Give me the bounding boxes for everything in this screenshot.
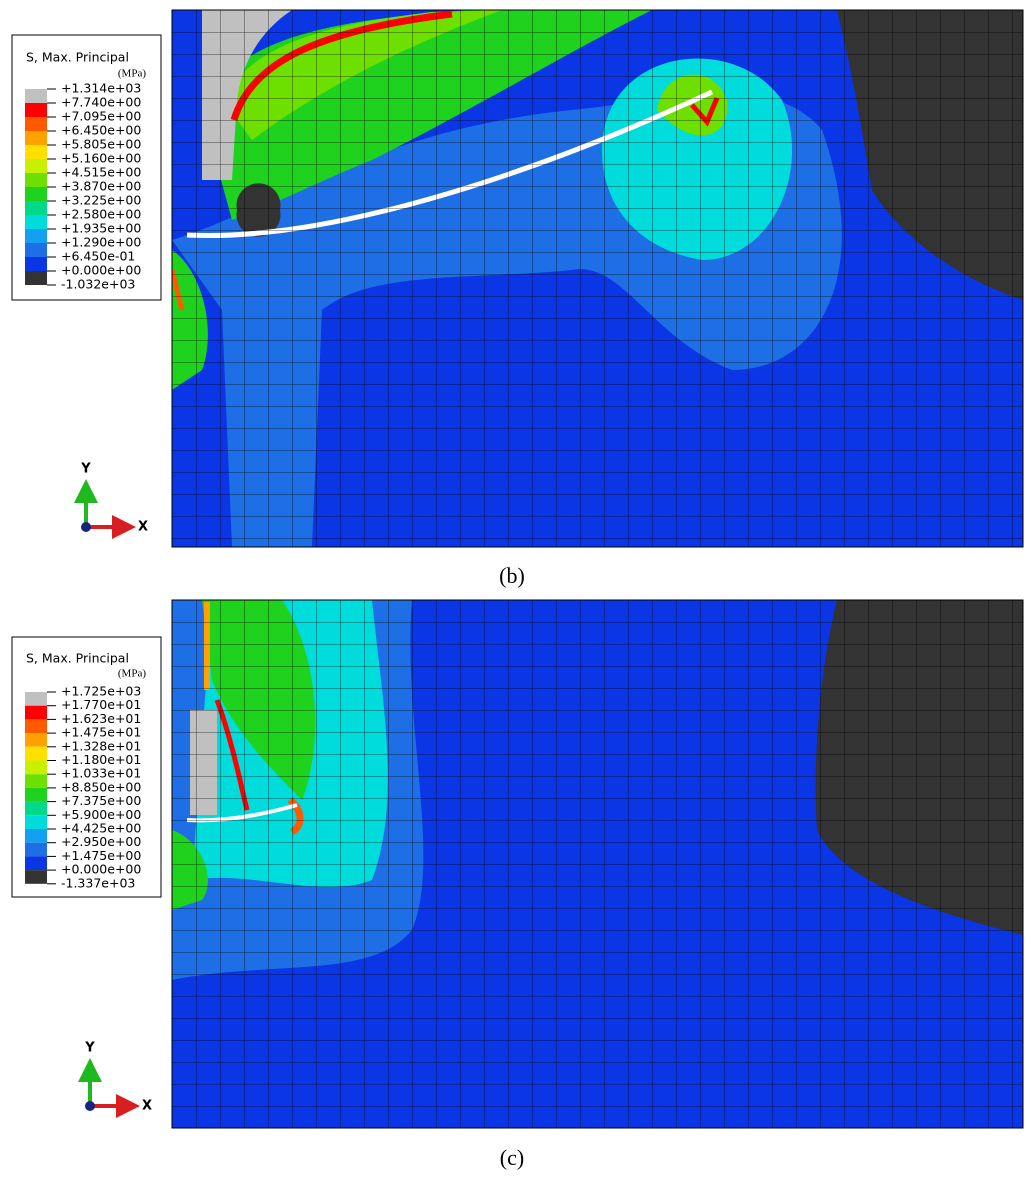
mesh <box>172 10 1023 547</box>
legend-swatch <box>25 159 47 173</box>
panel-caption: (b) <box>499 563 525 588</box>
legend-label: +4.515e+00 <box>61 165 141 180</box>
legend-swatch <box>25 706 47 720</box>
legend-swatch <box>25 747 47 761</box>
legend-swatch <box>25 719 47 733</box>
legend-label: +3.870e+00 <box>61 179 141 194</box>
legend-swatch <box>25 131 47 145</box>
legend-label: +0.000e+00 <box>61 263 141 278</box>
legend-swatch <box>25 761 47 775</box>
legend-swatch <box>25 201 47 215</box>
legend-label: +1.935e+00 <box>61 221 141 236</box>
legend-label: +1.314e+03 <box>61 81 141 96</box>
legend-swatch <box>25 788 47 802</box>
legend-swatch <box>25 271 47 285</box>
legend-swatch <box>25 733 47 747</box>
legend-unit: (MPa) <box>118 668 146 680</box>
legend-swatch <box>25 856 47 870</box>
legend-swatch <box>25 692 47 706</box>
legend-label: +5.805e+00 <box>61 137 141 152</box>
legend-label: +5.160e+00 <box>61 151 141 166</box>
legend-label: +3.225e+00 <box>61 193 141 208</box>
legend-swatch <box>25 117 47 131</box>
legend-swatch <box>25 829 47 843</box>
legend-label: +1.290e+00 <box>61 235 141 250</box>
contour-layer <box>172 600 1023 1128</box>
legend-label: +6.450e+00 <box>61 123 141 138</box>
panel-caption: (c) <box>500 1145 524 1170</box>
legend-label: +7.740e+00 <box>61 95 141 110</box>
legend-swatch <box>25 802 47 816</box>
triad-x-label: X <box>142 1099 152 1114</box>
legend-swatch <box>25 173 47 187</box>
contour-layer <box>172 10 1023 547</box>
contour-plot <box>172 10 1023 547</box>
legend-swatch <box>25 815 47 829</box>
legend-swatch <box>25 103 47 117</box>
triad-y-label: Y <box>84 1041 95 1056</box>
legend-title: S, Max. Principal <box>26 50 129 65</box>
triad-x-label: X <box>138 520 148 535</box>
legend-label: +2.580e+00 <box>61 207 141 222</box>
legend-swatch <box>25 243 47 257</box>
legend-label: +6.450e-01 <box>61 249 135 264</box>
legend-swatch <box>25 843 47 857</box>
triad-origin <box>81 522 91 532</box>
figure: S, Max. Principal(MPa)+1.314e+03+7.740e+… <box>0 0 1030 1174</box>
legend-swatch <box>25 145 47 159</box>
legend-swatch <box>25 229 47 243</box>
legend-swatch <box>25 187 47 201</box>
legend-title: S, Max. Principal <box>26 651 129 666</box>
legend-swatch <box>25 215 47 229</box>
legend-swatch <box>25 870 47 884</box>
contour-plot <box>172 600 1023 1128</box>
triad-origin <box>85 1101 95 1111</box>
legend-swatch <box>25 257 47 271</box>
triad-y-label: Y <box>80 462 91 477</box>
legend-label: -1.032e+03 <box>61 277 135 292</box>
legend-label: -1.337e+03 <box>61 875 135 890</box>
legend-unit: (MPa) <box>118 68 146 80</box>
legend-label: +7.095e+00 <box>61 109 141 124</box>
mesh <box>172 600 1023 1128</box>
legend-swatch <box>25 774 47 788</box>
legend-swatch <box>25 89 47 103</box>
